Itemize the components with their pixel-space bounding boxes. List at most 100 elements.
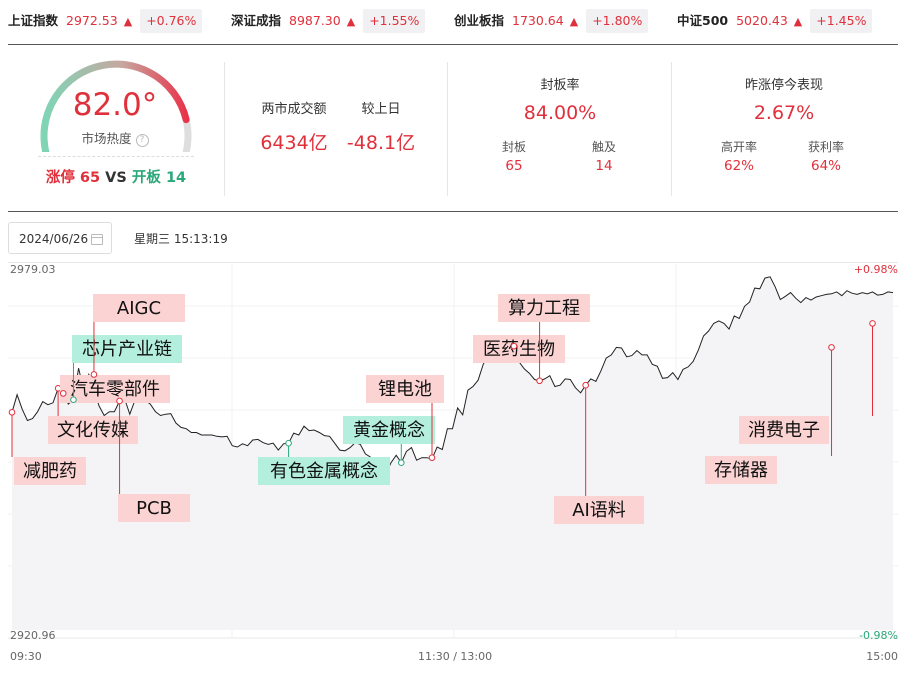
index-value: 8987.30: [289, 13, 341, 28]
limit-up-count: 65: [79, 170, 101, 186]
yesterday-limit-label: 昨涨停今表现: [744, 78, 823, 93]
index-name: 上证指数: [8, 13, 59, 28]
yesterday-limit-value: 2.67%: [753, 102, 815, 124]
heat-gauge: [40, 60, 192, 152]
date-value: 2024/06/26: [19, 232, 89, 246]
index-name: 中证500: [677, 13, 729, 28]
index-name: 深证成指: [231, 13, 282, 28]
heat-value: 82.0°: [72, 87, 158, 123]
gauge-fill: [40, 60, 190, 152]
price-line: [11, 276, 894, 475]
x-end-label: 15:00: [866, 650, 898, 663]
annotation-label: AIGC: [117, 298, 161, 319]
annotation-label: 有色金属概念: [270, 460, 378, 482]
opened-label: 开板: [131, 170, 161, 186]
annotation-box: [554, 496, 644, 524]
intraday-chart: 减肥药 文化传媒 汽车零部件 芯片产业链 AIGC PCB 有色金属概念 黄金概念 锂电池 医药生…: [8, 264, 898, 639]
index-zz500[interactable]: 中证500 5020.43 ▲ +1.45%: [677, 9, 873, 33]
y-min-label: 2920.96: [10, 629, 56, 642]
annotation-box: [739, 416, 829, 444]
up-arrow-icon: ▲: [793, 15, 803, 28]
index-ticker-bar: 上证指数 2972.53 ▲ +0.76% 深证成指 8987.30 ▲ +1.55% 创业…: [0, 0, 908, 44]
compare-value: -48.1亿: [346, 132, 416, 154]
annotation-label: 医药生物: [483, 339, 555, 360]
divider: [447, 62, 448, 196]
weekday-time: 星期三 15:13:19: [134, 232, 228, 246]
annotation-label: 黄金概念: [353, 419, 425, 441]
annotation-label: 减肥药: [23, 461, 77, 482]
index-sz[interactable]: 深证成指 8987.30 ▲ +1.55%: [231, 9, 426, 33]
index-change: +1.55%: [363, 9, 426, 33]
vs-text: VS: [105, 170, 127, 186]
sealed-value: 65: [505, 158, 523, 174]
heat-label-row: 市场热度?: [40, 128, 190, 147]
annotation-point: [869, 320, 876, 327]
y-max-pct: +0.98%: [853, 263, 898, 276]
annotation-label: AI语料: [572, 500, 626, 521]
annotation-point: [70, 396, 77, 403]
index-value: 2972.53: [66, 13, 118, 28]
question-circle-icon[interactable]: ?: [135, 134, 149, 147]
profit-label: 获利率: [807, 140, 844, 154]
annotation-point: [116, 397, 123, 405]
divider: [671, 62, 672, 196]
annotation-label: 文化传媒: [57, 420, 129, 441]
annotation-point: [828, 344, 835, 351]
high-open-value: 62%: [723, 158, 754, 174]
index-name: 创业板指: [454, 13, 505, 28]
annotation-point: [510, 342, 518, 350]
annotation-box: [258, 457, 390, 485]
heat-label: 市场热度: [81, 131, 132, 146]
annotation-box: [72, 335, 182, 363]
turnover-value: 6434亿: [260, 132, 328, 154]
annotation-label: 汽车零部件: [70, 379, 160, 400]
annotation-point: [582, 381, 589, 389]
up-arrow-icon: ▲: [569, 15, 579, 28]
index-value: 5020.43: [736, 13, 788, 28]
annotation-point: [536, 377, 543, 385]
annotation-point: [8, 409, 16, 416]
touched-label: 触及: [591, 140, 616, 154]
annotation-box: [93, 294, 185, 322]
touched-value: 14: [595, 158, 613, 174]
dashed-divider: [38, 156, 194, 157]
index-value: 1730.64: [512, 13, 564, 28]
price-area: [12, 276, 893, 630]
annotation-box: [343, 416, 435, 444]
divider: [8, 44, 898, 45]
up-arrow-icon: ▲: [123, 15, 133, 28]
seal-rate-label: 封板率: [540, 78, 580, 93]
date-picker[interactable]: 2024/06/26: [8, 222, 112, 254]
annotation-box: [366, 375, 444, 403]
annotation-label: PCB: [136, 498, 172, 519]
sealed-label: 封板: [501, 140, 526, 154]
index-change: +1.45%: [810, 9, 873, 33]
annotation-label: 锂电池: [378, 379, 432, 400]
annotation-box: [118, 494, 190, 522]
chart-top-border: [8, 262, 898, 263]
opened-count: 14: [165, 170, 187, 186]
annotation-point: [59, 390, 67, 397]
index-cyb[interactable]: 创业板指 1730.64 ▲ +1.80%: [454, 9, 649, 33]
annotation-box: [705, 456, 777, 484]
profit-value: 64%: [810, 158, 841, 174]
seal-rate-value: 84.00%: [523, 102, 597, 124]
annotation-label: 消费电子: [748, 420, 820, 441]
annotation-box: [473, 335, 565, 363]
annotation-label: 存储器: [714, 460, 768, 481]
annotation-box: [498, 294, 590, 322]
limit-up-vs-opened: 涨停 65 VS 开板 14: [38, 166, 194, 187]
index-sh[interactable]: 上证指数 2972.53 ▲ +0.76%: [8, 9, 203, 33]
annotation-point: [285, 439, 292, 447]
high-open-label: 高开率: [720, 140, 757, 154]
limit-up-label: 涨停: [45, 170, 75, 186]
divider: [224, 62, 225, 196]
annotation-layer: 减肥药 文化传媒 汽车零部件 芯片产业链 AIGC PCB 有色金属概念 黄金概念 锂电池 医药生…: [8, 294, 876, 524]
annotation-box: [48, 416, 138, 444]
annotation-point: [90, 371, 98, 378]
annotation-point: [397, 459, 405, 467]
index-change: +0.76%: [140, 9, 203, 33]
y-min-pct: -0.98%: [859, 629, 898, 642]
up-arrow-icon: ▲: [346, 15, 356, 28]
annotation-label: 芯片产业链: [82, 339, 172, 360]
